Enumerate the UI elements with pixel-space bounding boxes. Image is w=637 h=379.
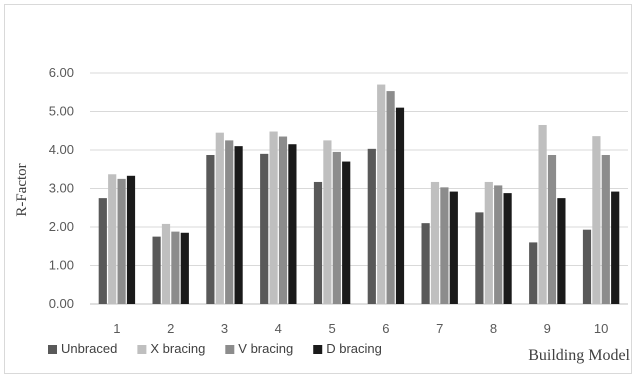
bar-d-bracing: [503, 193, 512, 304]
legend-label: V bracing: [238, 341, 293, 356]
y-tick-labels: 0.00 1.00 2.00 3.00 4.00 5.00 6.00: [49, 65, 74, 311]
bar-unbraced: [313, 181, 323, 304]
x-tick-label: 6: [382, 321, 389, 336]
bar-v-bracing: [225, 140, 234, 304]
legend-swatch: [137, 345, 147, 354]
y-tick-label: 5.00: [49, 104, 74, 119]
bar-v-bracing: [386, 91, 395, 304]
bar-d-bracing: [342, 161, 351, 304]
bars: [98, 84, 620, 305]
bar-v-bracing: [547, 155, 557, 304]
bar-x-bracing: [269, 131, 278, 304]
bar-unbraced: [529, 242, 538, 304]
legend-swatch: [48, 345, 57, 354]
y-tick-label: 3.00: [49, 181, 74, 196]
x-tick-label: 2: [167, 321, 174, 336]
bar-x-bracing: [484, 181, 493, 304]
legend-label: D bracing: [326, 341, 382, 356]
bar-x-bracing: [592, 136, 601, 304]
bar-x-bracing: [161, 223, 171, 304]
bar-unbraced: [152, 236, 161, 304]
y-tick-label: 0.00: [49, 296, 74, 311]
bar-unbraced: [582, 229, 592, 304]
y-axis-label: R-Factor: [14, 163, 30, 216]
bar-x-bracing: [108, 174, 117, 304]
legend-swatch: [313, 345, 323, 354]
bar-v-bracing: [278, 136, 288, 304]
bar-unbraced: [421, 223, 430, 304]
bar-unbraced: [367, 148, 376, 304]
bar-v-bracing: [601, 155, 610, 304]
legend-label: Unbraced: [61, 341, 117, 356]
bar-d-bracing: [288, 144, 297, 304]
bar-v-bracing: [332, 151, 341, 304]
bar-v-bracing: [117, 178, 126, 304]
bar-v-bracing: [171, 231, 180, 304]
bar-unbraced: [260, 153, 269, 304]
y-tick-label: 2.00: [49, 219, 74, 234]
bar-d-bracing: [449, 191, 458, 304]
legend-label: X bracing: [150, 341, 205, 356]
bar-d-bracing: [557, 198, 566, 304]
x-tick-label: 10: [594, 321, 608, 336]
bar-d-bracing: [126, 175, 136, 304]
y-tick-label: 4.00: [49, 142, 74, 157]
bar-unbraced: [98, 198, 107, 304]
x-tick-labels: 1 2 3 4 5 6 7 8 9 10: [113, 321, 608, 336]
y-tick-label: 1.00: [49, 258, 74, 273]
bar-d-bracing: [234, 146, 243, 304]
x-tick-label: 3: [221, 321, 228, 336]
legend: Unbraced X bracing V bracing D bracing: [48, 341, 382, 356]
x-tick-label: 9: [544, 321, 551, 336]
x-tick-label: 5: [328, 321, 335, 336]
legend-swatch: [225, 345, 235, 354]
bar-v-bracing: [440, 187, 449, 304]
x-tick-label: 1: [113, 321, 120, 336]
bar-d-bracing: [395, 107, 405, 305]
bar-x-bracing: [323, 140, 332, 304]
bar-d-bracing: [611, 191, 620, 304]
bar-unbraced: [475, 212, 484, 304]
x-tick-label: 4: [275, 321, 282, 336]
bar-unbraced: [206, 155, 215, 304]
bar-v-bracing: [494, 185, 503, 304]
gridlines: [90, 72, 628, 305]
bar-x-bracing: [215, 132, 224, 304]
bar-x-bracing: [430, 181, 440, 304]
bar-x-bracing: [538, 124, 547, 304]
y-tick-label: 6.00: [49, 65, 74, 80]
x-tick-label: 7: [436, 321, 443, 336]
x-axis-label: Building Model: [528, 347, 630, 364]
x-tick-label: 8: [490, 321, 497, 336]
bar-x-bracing: [377, 84, 386, 304]
bar-d-bracing: [180, 232, 189, 304]
